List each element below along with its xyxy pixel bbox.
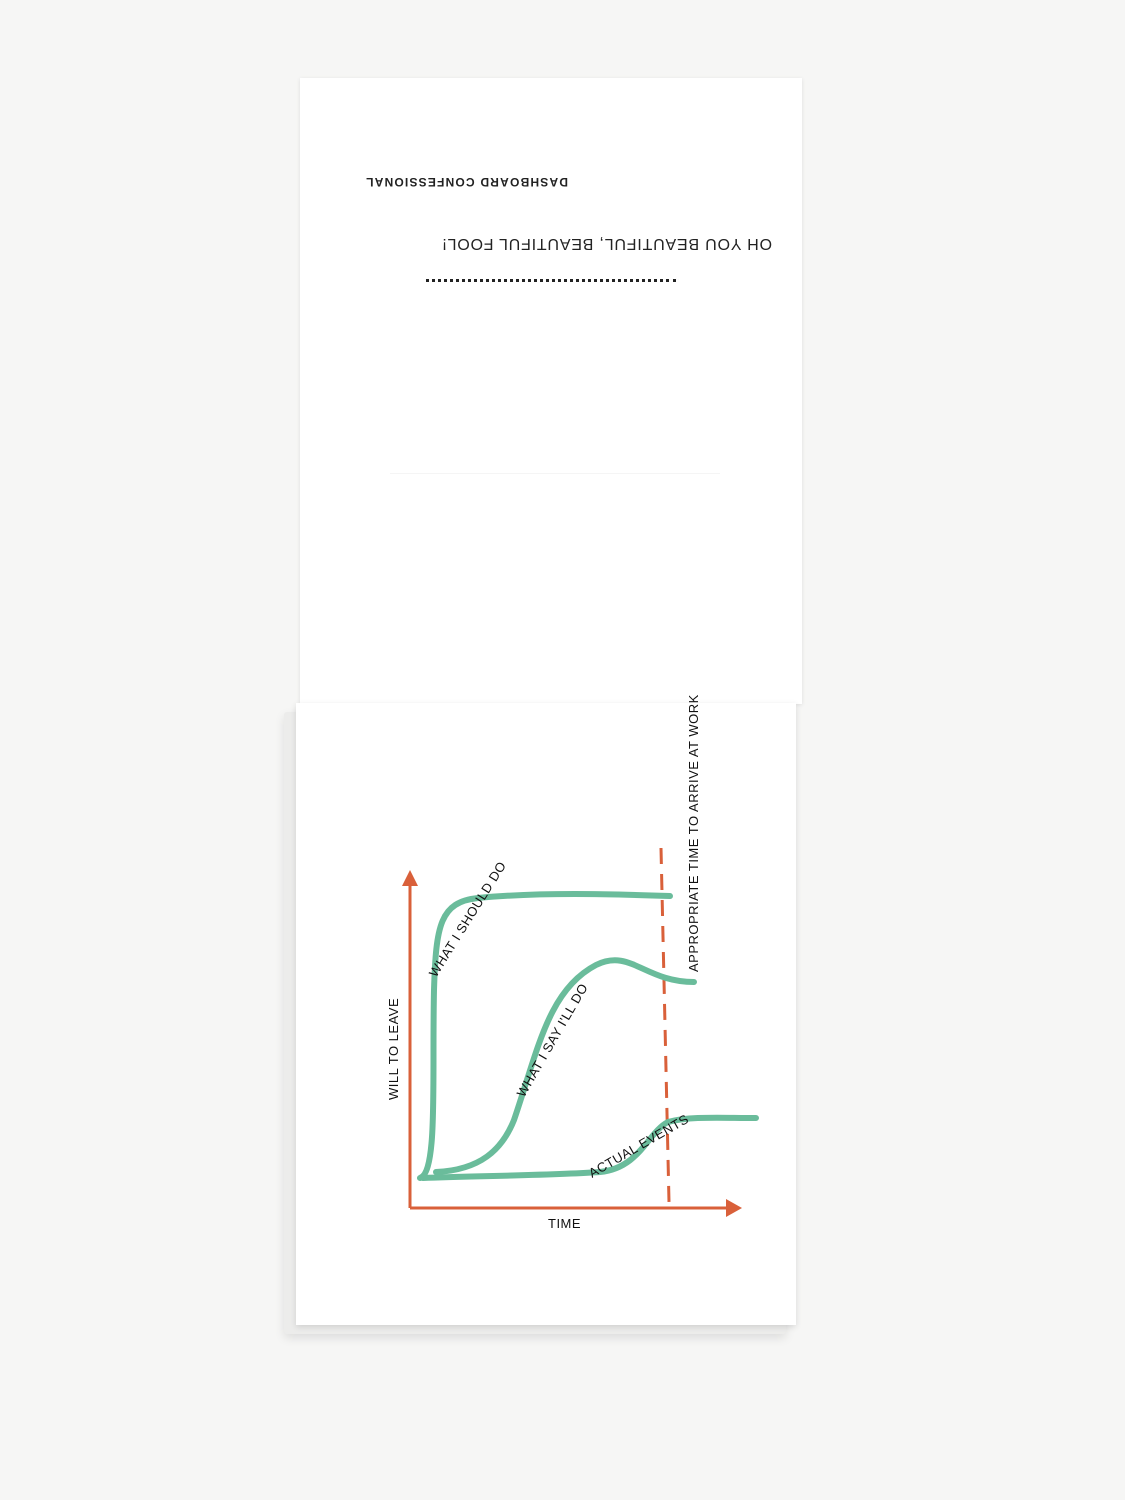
bleed-through-rule [390, 473, 720, 474]
series-what-i-say-ill-do [433, 957, 697, 1175]
series-label-what-i-say-ill-do: WHAT I SAY I'LL DO [514, 981, 591, 1100]
x-axis-label: TIME [548, 1216, 581, 1231]
y-axis-label: WILL TO LEAVE [386, 998, 401, 1100]
y-axis-arrow [402, 870, 418, 886]
reference-line [659, 847, 671, 1203]
series-actual-events [420, 1114, 759, 1181]
x-axis-arrow [726, 1199, 742, 1217]
reference-line-label: APPROPRIATE TIME TO ARRIVE AT WORK [686, 694, 701, 972]
bottom-page [296, 703, 796, 1325]
series-label-what-i-should-do: WHAT I SHOULD DO [426, 859, 509, 980]
series-what-i-should-do [417, 891, 673, 1181]
series-label-actual-events: ACTUAL EVENTS [586, 1111, 691, 1180]
top-page: DASHBOARD CONFESSIONAL OH YOU BEAUTIFUL,… [300, 78, 802, 704]
